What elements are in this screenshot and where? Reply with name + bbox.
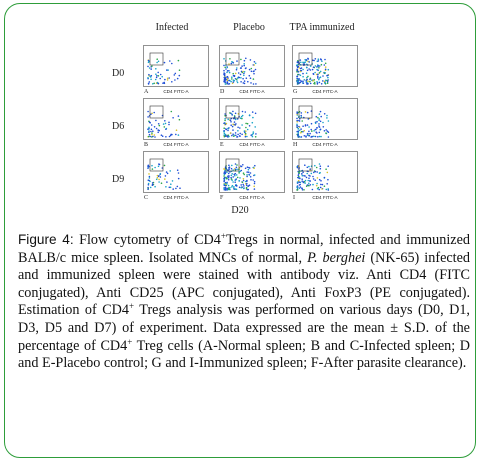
flow-plot-panel: I CD4 FITC-A (292, 151, 358, 201)
figure-caption: Figure 4: Flow cytometry of CD4+Tregs in… (18, 231, 470, 373)
flow-plot-panel: E CD4 FITC-A (219, 98, 285, 148)
row-label-d0: D0 (112, 68, 125, 79)
column-header-infected: Infected (155, 22, 189, 33)
panel-letter: I (293, 195, 295, 201)
caption-text-4: Tregs analysis was performed on various … (18, 302, 470, 354)
panel-axis-label: CD4 FITC-A (163, 195, 189, 200)
panel-letter: C (144, 195, 148, 201)
column-header-placebo: Placebo (233, 22, 265, 33)
panel-letter: E (220, 142, 224, 148)
flow-plot-panel: C CD4 FITC-A (143, 151, 209, 201)
caption-text-3: (NK-65) infected and immunized spleen we… (18, 249, 470, 319)
panel-letter: A (144, 89, 149, 95)
panel-letter: H (293, 142, 298, 148)
flow-plot-panel: D CD4 FITC-A (219, 45, 285, 95)
panel-letter: G (293, 89, 298, 95)
panel-axis-label: CD4 FITC-A (239, 195, 265, 200)
caption-sup-3: + (127, 336, 133, 347)
panel-axis-label: CD4 FITC-A (163, 142, 189, 147)
panel-letter: D (220, 89, 225, 95)
panel-letter: F (220, 195, 224, 201)
caption-text-2: Tregs in normal, infected and immunized … (18, 232, 470, 266)
flow-plot-panel: H CD4 FITC-A (292, 98, 358, 148)
caption-text-1: Flow cytometry of CD4 (73, 232, 221, 248)
flow-plot-panel: A CD4 FITC-A (143, 45, 209, 95)
panel-axis-label: CD4 FITC-A (312, 195, 338, 200)
bottom-label-d20: D20 (231, 205, 249, 216)
caption-label: Figure 4: (18, 232, 74, 247)
panel-axis-label: CD4 FITC-A (312, 89, 338, 94)
flow-plot-panel: F CD4 FITC-A (219, 151, 285, 201)
panel-axis-label: CD4 FITC-A (163, 89, 189, 94)
flow-cytometry-figure: Infected Placebo TPA immunized D0 D6 D9 … (0, 0, 483, 225)
caption-text-5: Treg cells (A-Normal spleen; B and C-Inf… (18, 337, 470, 372)
caption-species-italic: P. berghei (307, 249, 366, 266)
panel-letter: B (144, 142, 148, 148)
panel-axis-label: CD4 FITC-A (312, 142, 338, 147)
column-header-tpa-immunized: TPA immunized (289, 22, 355, 33)
caption-sup-1: + (220, 231, 226, 241)
caption-sup-2: + (129, 301, 135, 312)
row-label-d6: D6 (112, 121, 125, 132)
panel-axis-label: CD4 FITC-A (239, 89, 265, 94)
flow-plot-panel: G CD4 FITC-A (292, 45, 358, 95)
row-label-d9: D9 (112, 174, 125, 185)
flow-plot-panel: B CD4 FITC-A (143, 98, 209, 148)
panel-axis-label: CD4 FITC-A (239, 142, 265, 147)
